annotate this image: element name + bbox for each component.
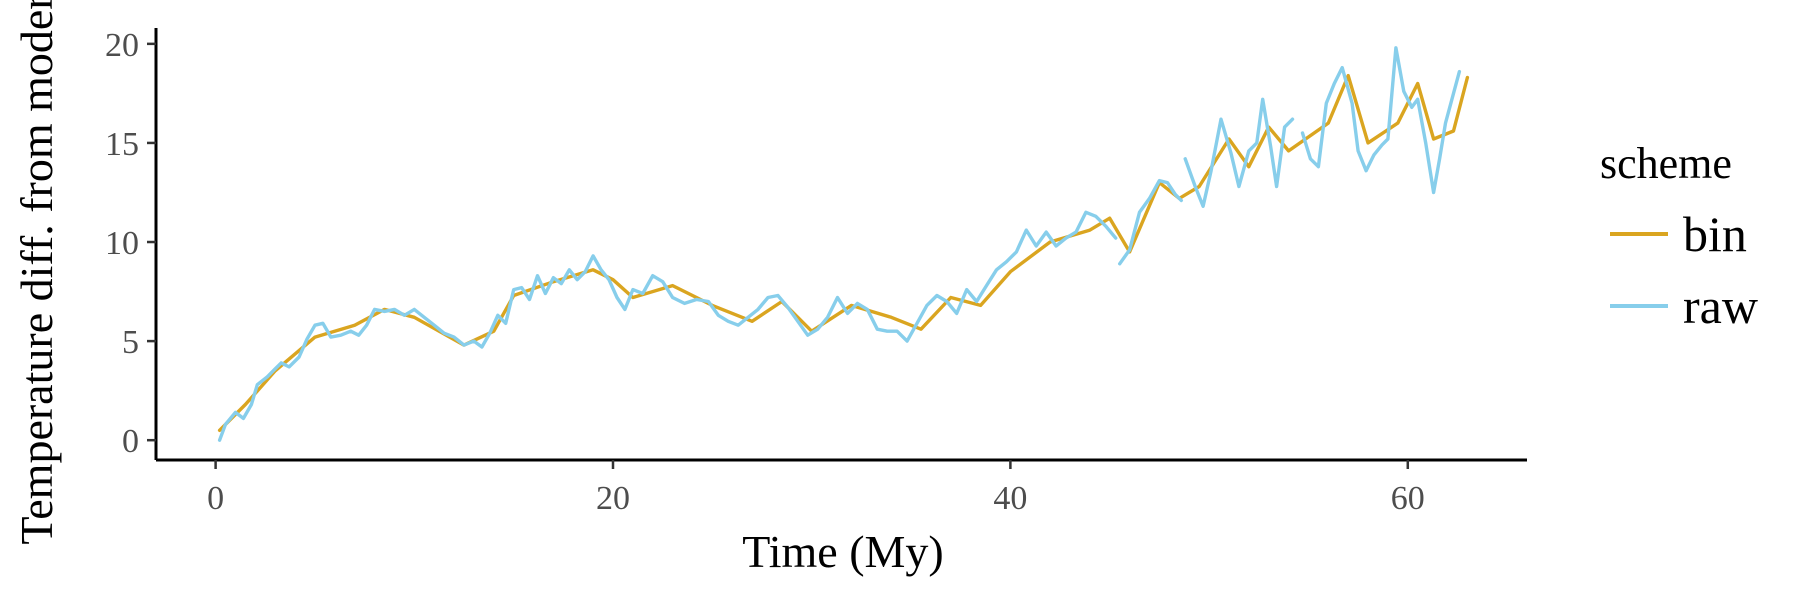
y-tick-label: 20	[105, 27, 139, 64]
legend-label-bin: bin	[1683, 206, 1747, 262]
y-tick-label: 5	[122, 324, 139, 361]
legend: scheme bin raw	[1600, 139, 1758, 334]
legend-items: bin raw	[1610, 206, 1758, 334]
legend-label-raw: raw	[1683, 278, 1758, 334]
legend-title: scheme	[1600, 139, 1732, 188]
x-axis-ticks: 0 20 40 60	[207, 460, 1425, 517]
series-line-raw	[217, 210, 1118, 442]
y-axis-title: Temperature diff. from modern	[11, 0, 62, 545]
x-tick-label: 60	[1391, 480, 1425, 517]
x-tick-label: 40	[993, 480, 1027, 517]
series-line-bin	[217, 73, 1470, 432]
y-tick-label: 0	[122, 423, 139, 460]
x-tick-label: 0	[207, 480, 224, 517]
plot-area	[217, 46, 1470, 442]
x-axis-title: Time (My)	[742, 526, 944, 577]
series-line-raw	[1118, 178, 1183, 266]
axes: 0 20 40 60 0 5 10 15 20	[105, 27, 1527, 517]
series-line-raw	[1300, 46, 1462, 195]
y-tick-label: 10	[105, 225, 139, 262]
y-axis-ticks: 0 5 10 15 20	[105, 27, 156, 460]
series-line-raw	[1183, 97, 1295, 208]
x-tick-label: 20	[596, 480, 630, 517]
y-tick-label: 15	[105, 126, 139, 163]
